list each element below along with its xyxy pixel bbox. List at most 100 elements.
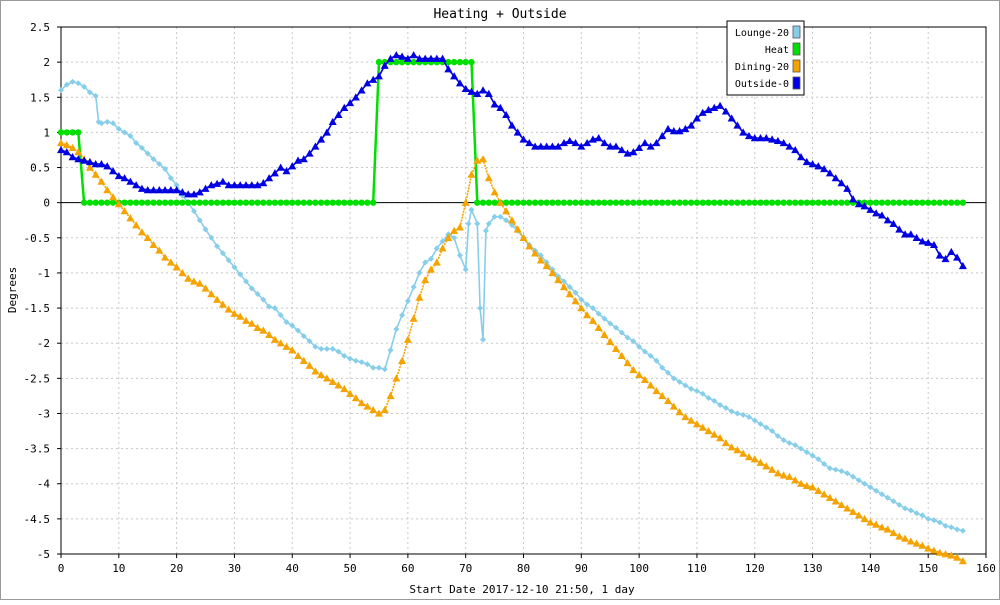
data-point-heat <box>300 199 308 206</box>
data-point-outside-0 <box>109 167 118 175</box>
data-point-outside-0 <box>542 142 551 150</box>
data-point-dining-20 <box>716 434 725 442</box>
x-tick-label: 0 <box>58 562 65 575</box>
data-point-heat <box>641 199 649 206</box>
data-point-outside-0 <box>929 240 938 249</box>
data-point-dining-20 <box>744 453 753 461</box>
data-point-heat <box>728 199 735 206</box>
data-point-outside-0 <box>438 54 447 62</box>
data-point-lounge-20 <box>757 421 764 428</box>
data-point-dining-20 <box>62 141 71 149</box>
data-point-heat <box>190 199 198 206</box>
data-point-dining-20 <box>849 507 858 516</box>
data-point-heat <box>352 199 360 206</box>
data-point-outside-0 <box>432 54 441 62</box>
data-point-dining-20 <box>687 416 696 424</box>
data-point-dining-20 <box>617 351 626 360</box>
data-point-outside-0 <box>646 142 655 150</box>
data-point-heat <box>786 199 793 206</box>
data-point-dining-20 <box>929 546 938 554</box>
data-point-heat <box>763 199 770 206</box>
data-point-outside-0 <box>727 114 736 122</box>
y-tick-label: -4.5 <box>24 513 51 526</box>
data-point-lounge-20 <box>144 150 151 157</box>
data-point-outside-0 <box>218 177 227 185</box>
data-point-lounge-20 <box>465 220 472 227</box>
data-point-outside-0 <box>779 138 788 147</box>
data-point-dining-20 <box>386 391 395 400</box>
data-point-lounge-20 <box>624 334 631 341</box>
x-tick-label: 160 <box>976 562 996 575</box>
data-point-outside-0 <box>224 181 233 189</box>
data-point-outside-0 <box>299 155 308 163</box>
data-point-heat <box>138 199 146 206</box>
data-point-lounge-20 <box>335 348 342 355</box>
data-point-dining-20 <box>427 265 435 273</box>
x-tick-label: 70 <box>459 562 472 575</box>
data-point-heat <box>225 199 232 206</box>
data-point-heat <box>936 199 943 206</box>
data-point-lounge-20 <box>803 449 810 456</box>
data-point-lounge-20 <box>456 252 463 259</box>
data-point-lounge-20 <box>728 408 735 415</box>
data-point-dining-20 <box>149 240 158 249</box>
data-point-heat <box>670 199 678 206</box>
data-point-outside-0 <box>363 79 372 87</box>
data-point-dining-20 <box>334 381 343 389</box>
data-point-heat <box>485 199 493 206</box>
data-point-lounge-20 <box>133 139 140 146</box>
data-point-outside-0 <box>935 251 944 259</box>
data-point-heat <box>289 199 296 206</box>
y-axis-label: Degrees <box>6 267 19 313</box>
data-point-dining-20 <box>403 335 412 343</box>
data-point-outside-0 <box>132 181 141 189</box>
data-point-heat <box>659 199 666 206</box>
data-point-dining-20 <box>247 319 256 327</box>
data-point-outside-0 <box>941 254 950 263</box>
data-point-outside-0 <box>635 143 644 152</box>
data-point-dining-20 <box>490 188 499 196</box>
data-point-lounge-20 <box>705 395 712 402</box>
data-point-lounge-20 <box>439 238 446 245</box>
data-point-outside-0 <box>577 142 586 150</box>
data-point-dining-20 <box>450 226 459 234</box>
data-point-outside-0 <box>265 174 274 182</box>
data-point-heat <box>820 199 828 206</box>
data-point-lounge-20 <box>271 305 278 312</box>
data-point-dining-20 <box>502 207 511 215</box>
data-point-dining-20 <box>398 356 407 364</box>
data-point-heat <box>450 58 458 66</box>
data-point-dining-20 <box>351 394 360 402</box>
data-point-lounge-20 <box>416 269 423 276</box>
data-point-lounge-20 <box>763 424 770 431</box>
data-point-heat <box>184 199 192 206</box>
data-point-lounge-20 <box>665 369 672 376</box>
data-point-heat <box>312 199 319 206</box>
data-point-outside-0 <box>91 160 100 168</box>
data-point-lounge-20 <box>659 364 666 371</box>
data-point-outside-0 <box>178 188 187 196</box>
data-point-heat <box>635 199 643 206</box>
data-point-outside-0 <box>825 169 834 177</box>
data-point-heat <box>329 199 336 206</box>
data-point-dining-20 <box>675 408 684 416</box>
data-point-heat <box>150 199 157 206</box>
data-point-heat <box>699 199 706 206</box>
data-point-heat <box>167 199 175 206</box>
data-point-lounge-20 <box>98 120 105 127</box>
data-point-outside-0 <box>305 149 314 157</box>
data-point-dining-20 <box>750 455 759 463</box>
data-point-outside-0 <box>392 51 401 59</box>
data-point-lounge-20 <box>219 250 226 257</box>
data-point-lounge-20 <box>283 319 290 326</box>
data-point-outside-0 <box>80 156 89 164</box>
data-point-outside-0 <box>710 103 719 112</box>
data-point-lounge-20 <box>936 519 943 526</box>
data-point-lounge-20 <box>485 220 492 227</box>
data-point-dining-20 <box>756 458 765 466</box>
data-point-outside-0 <box>484 89 493 97</box>
data-point-dining-20 <box>438 244 447 252</box>
data-point-dining-20 <box>565 290 574 298</box>
data-point-lounge-20 <box>127 132 134 139</box>
data-point-lounge-20 <box>584 301 591 308</box>
